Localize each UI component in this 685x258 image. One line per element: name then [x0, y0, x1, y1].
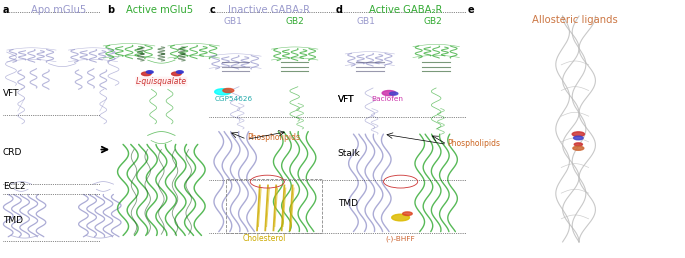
Circle shape [142, 72, 151, 76]
Text: GB2: GB2 [423, 17, 442, 26]
Text: a: a [3, 5, 9, 14]
Text: (-)-BHFF: (-)-BHFF [386, 235, 416, 242]
Text: b: b [107, 5, 114, 14]
Text: VFT: VFT [338, 95, 354, 104]
Circle shape [214, 89, 231, 95]
Circle shape [176, 71, 183, 73]
Text: Allosteric ligands: Allosteric ligands [532, 15, 618, 25]
Text: Stalk: Stalk [338, 149, 360, 158]
Circle shape [223, 88, 234, 93]
Text: Apo mGlu5: Apo mGlu5 [32, 5, 86, 14]
Text: Cholesterol: Cholesterol [242, 234, 286, 243]
Text: d: d [336, 5, 342, 14]
Text: L-quisqualate: L-quisqualate [136, 77, 187, 86]
Text: GB2: GB2 [285, 17, 304, 26]
Text: GB1: GB1 [357, 17, 376, 26]
Text: Inactive GABA₂R: Inactive GABA₂R [228, 5, 310, 14]
Circle shape [390, 92, 398, 95]
Text: CRD: CRD [3, 148, 22, 157]
Circle shape [573, 146, 584, 150]
Circle shape [392, 214, 410, 221]
Text: e: e [468, 5, 474, 14]
Text: Active GABA₂R: Active GABA₂R [369, 5, 443, 14]
Text: VFT: VFT [3, 88, 19, 98]
Text: Active mGlu5: Active mGlu5 [126, 5, 193, 14]
Text: ECL2: ECL2 [3, 182, 25, 191]
Text: CGP54626: CGP54626 [214, 96, 253, 102]
Text: VFT: VFT [338, 95, 354, 104]
Text: Phospholipids: Phospholipids [247, 133, 300, 142]
Text: Phospholipids: Phospholipids [447, 139, 500, 148]
Circle shape [573, 136, 583, 140]
Circle shape [382, 91, 396, 96]
Circle shape [172, 72, 181, 76]
Text: GB1: GB1 [224, 17, 242, 26]
Circle shape [572, 132, 584, 136]
Circle shape [574, 143, 582, 146]
Text: TMD: TMD [3, 216, 23, 225]
Circle shape [403, 212, 412, 215]
Text: c: c [209, 5, 215, 14]
Text: TMD: TMD [338, 199, 358, 208]
Circle shape [147, 71, 153, 73]
Text: Baclofen: Baclofen [372, 96, 403, 102]
